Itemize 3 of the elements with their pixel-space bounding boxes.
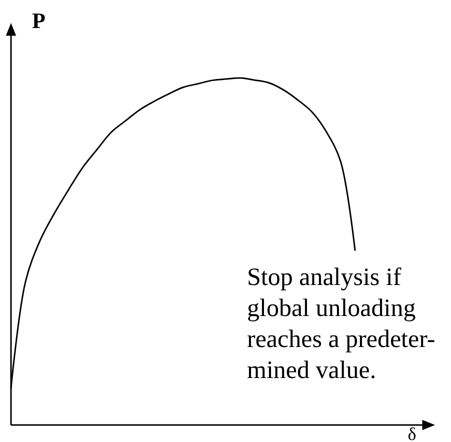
y-axis-title: P	[32, 8, 46, 33]
x-axis-title: δ	[408, 424, 416, 442]
annotation: Stop analysis if global unloading reaches a predeter- mined value.	[247, 264, 436, 384]
